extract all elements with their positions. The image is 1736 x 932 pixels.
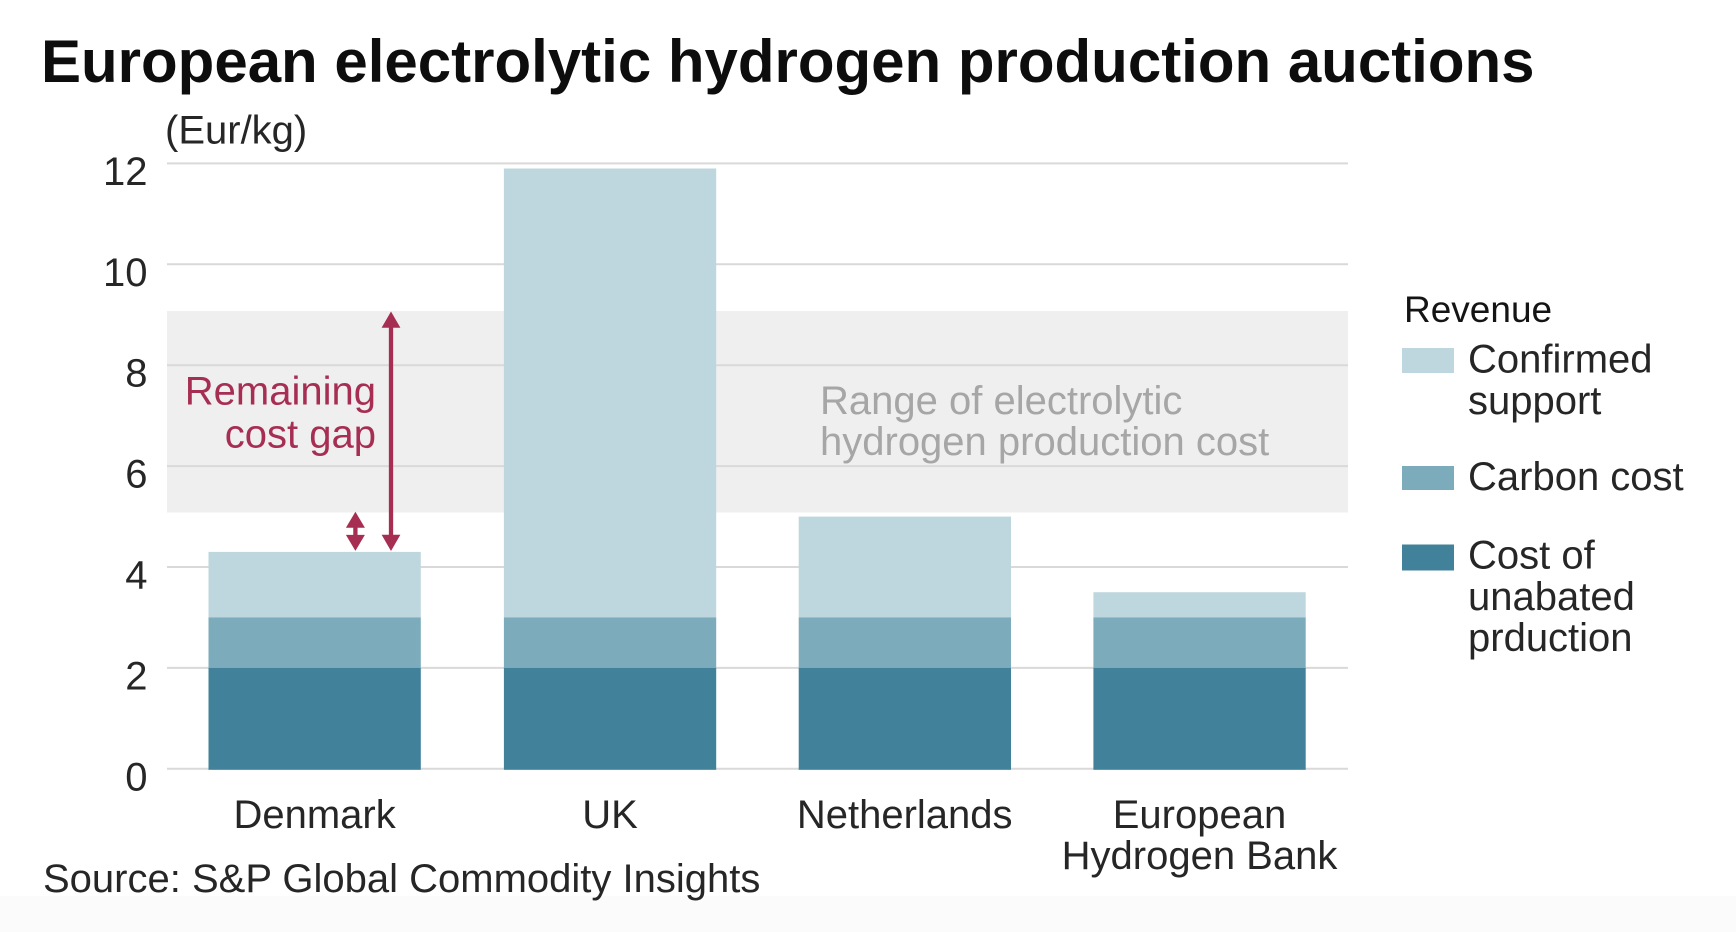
- svg-text:prduction: prduction: [1468, 616, 1633, 660]
- svg-text:2: 2: [125, 654, 147, 698]
- svg-text:10: 10: [103, 251, 148, 295]
- svg-text:Confirmed: Confirmed: [1468, 338, 1653, 382]
- svg-text:12: 12: [103, 150, 148, 194]
- svg-text:8: 8: [125, 352, 147, 396]
- svg-text:4: 4: [125, 554, 147, 598]
- svg-text:Remaining: Remaining: [185, 370, 376, 414]
- svg-text:European electrolytic hydrogen: European electrolytic hydrogen productio…: [41, 28, 1535, 95]
- svg-text:Cost of: Cost of: [1468, 534, 1596, 578]
- svg-text:0: 0: [125, 755, 147, 799]
- svg-text:support: support: [1468, 379, 1601, 423]
- svg-text:European: European: [1113, 793, 1286, 837]
- svg-text:cost gap: cost gap: [225, 413, 376, 457]
- svg-text:6: 6: [125, 453, 147, 497]
- svg-text:unabated: unabated: [1468, 575, 1635, 619]
- svg-text:hydrogen production cost: hydrogen production cost: [820, 420, 1269, 464]
- svg-text:(Eur/kg): (Eur/kg): [165, 109, 307, 153]
- svg-text:Source: S&P Global Commodity I: Source: S&P Global Commodity Insights: [43, 857, 760, 901]
- svg-text:Hydrogen Bank: Hydrogen Bank: [1062, 834, 1339, 878]
- svg-text:Carbon cost: Carbon cost: [1468, 455, 1684, 499]
- svg-text:Denmark: Denmark: [233, 793, 396, 837]
- svg-text:Revenue: Revenue: [1404, 289, 1552, 330]
- svg-text:Range of electrolytic: Range of electrolytic: [820, 379, 1182, 423]
- svg-text:Netherlands: Netherlands: [797, 793, 1013, 837]
- svg-text:UK: UK: [582, 793, 638, 837]
